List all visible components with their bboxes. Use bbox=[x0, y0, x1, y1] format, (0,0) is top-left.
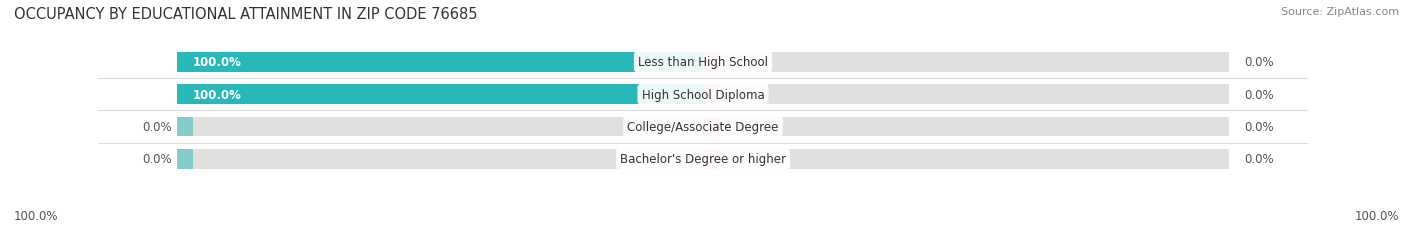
Text: 100.0%: 100.0% bbox=[1354, 209, 1399, 222]
Bar bbox=[703, 85, 718, 104]
Text: 0.0%: 0.0% bbox=[142, 121, 172, 134]
Text: 0.0%: 0.0% bbox=[142, 153, 172, 166]
Text: Less than High School: Less than High School bbox=[638, 56, 768, 69]
Bar bbox=[177, 117, 193, 137]
Bar bbox=[177, 149, 193, 169]
Text: Bachelor's Degree or higher: Bachelor's Degree or higher bbox=[620, 153, 786, 166]
Text: 0.0%: 0.0% bbox=[1244, 56, 1274, 69]
Legend: Owner-occupied, Renter-occupied: Owner-occupied, Renter-occupied bbox=[574, 228, 832, 231]
Text: OCCUPANCY BY EDUCATIONAL ATTAINMENT IN ZIP CODE 76685: OCCUPANCY BY EDUCATIONAL ATTAINMENT IN Z… bbox=[14, 7, 478, 22]
Bar bbox=[177, 85, 1229, 104]
Text: 0.0%: 0.0% bbox=[1244, 88, 1274, 101]
Text: 100.0%: 100.0% bbox=[14, 209, 59, 222]
Text: 100.0%: 100.0% bbox=[193, 88, 242, 101]
Bar bbox=[703, 117, 718, 137]
Bar bbox=[177, 85, 703, 104]
Bar bbox=[703, 53, 718, 72]
Text: College/Associate Degree: College/Associate Degree bbox=[627, 121, 779, 134]
Text: High School Diploma: High School Diploma bbox=[641, 88, 765, 101]
Text: Source: ZipAtlas.com: Source: ZipAtlas.com bbox=[1281, 7, 1399, 17]
Bar bbox=[177, 149, 1229, 169]
Bar bbox=[177, 53, 1229, 72]
Text: 0.0%: 0.0% bbox=[1244, 153, 1274, 166]
Text: 100.0%: 100.0% bbox=[193, 56, 242, 69]
Text: 0.0%: 0.0% bbox=[1244, 121, 1274, 134]
Bar bbox=[177, 117, 1229, 137]
Bar bbox=[703, 149, 718, 169]
Bar bbox=[177, 53, 703, 72]
